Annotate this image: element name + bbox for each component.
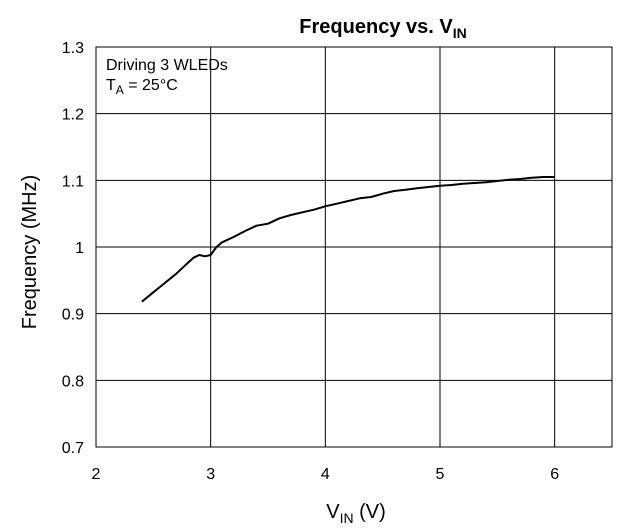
series-group: [141, 176, 555, 303]
y-tick-label: 0.7: [62, 440, 84, 457]
x-tick-label: 6: [550, 466, 559, 483]
x-tick-labels: 2 3 4 5 6: [92, 466, 560, 483]
x-axis-label-main: V: [326, 501, 340, 523]
chart-title-subscript: IN: [453, 25, 467, 41]
annotation-line-2: TA = 25°C: [106, 77, 178, 97]
y-tick-labels: 0.7 0.8 0.9 1 1.1 1.2 1.3: [62, 40, 84, 457]
annotation-ta-rest: = 25°C: [124, 77, 178, 94]
annotation-ta-main: T: [106, 77, 116, 94]
y-tick-label: 0.9: [62, 307, 84, 324]
chart-title-main: Frequency vs. V: [299, 16, 453, 38]
x-axis-label-subscript: IN: [340, 510, 354, 526]
x-axis-label-unit: (V): [354, 501, 386, 523]
chart-title: Frequency vs. VIN: [299, 16, 466, 41]
grid-lines: [96, 47, 612, 447]
x-axis-label: VIN (V): [326, 501, 386, 526]
annotation-ta-sub: A: [116, 83, 124, 97]
y-tick-label: 1: [75, 240, 84, 257]
plot-frame: [95, 46, 613, 448]
y-tick-label: 1.1: [62, 173, 84, 190]
series-line-0: [141, 176, 555, 303]
x-tick-label: 2: [92, 466, 101, 483]
x-tick-label: 3: [206, 466, 215, 483]
y-axis-label: Frequency (MHz): [19, 175, 41, 329]
y-tick-label: 1.3: [62, 40, 84, 57]
x-tick-label: 4: [321, 466, 330, 483]
x-tick-label: 5: [436, 466, 445, 483]
annotation-line-1: Driving 3 WLEDs: [106, 57, 228, 74]
y-tick-label: 1.2: [62, 107, 84, 124]
y-tick-label: 0.8: [62, 373, 84, 390]
